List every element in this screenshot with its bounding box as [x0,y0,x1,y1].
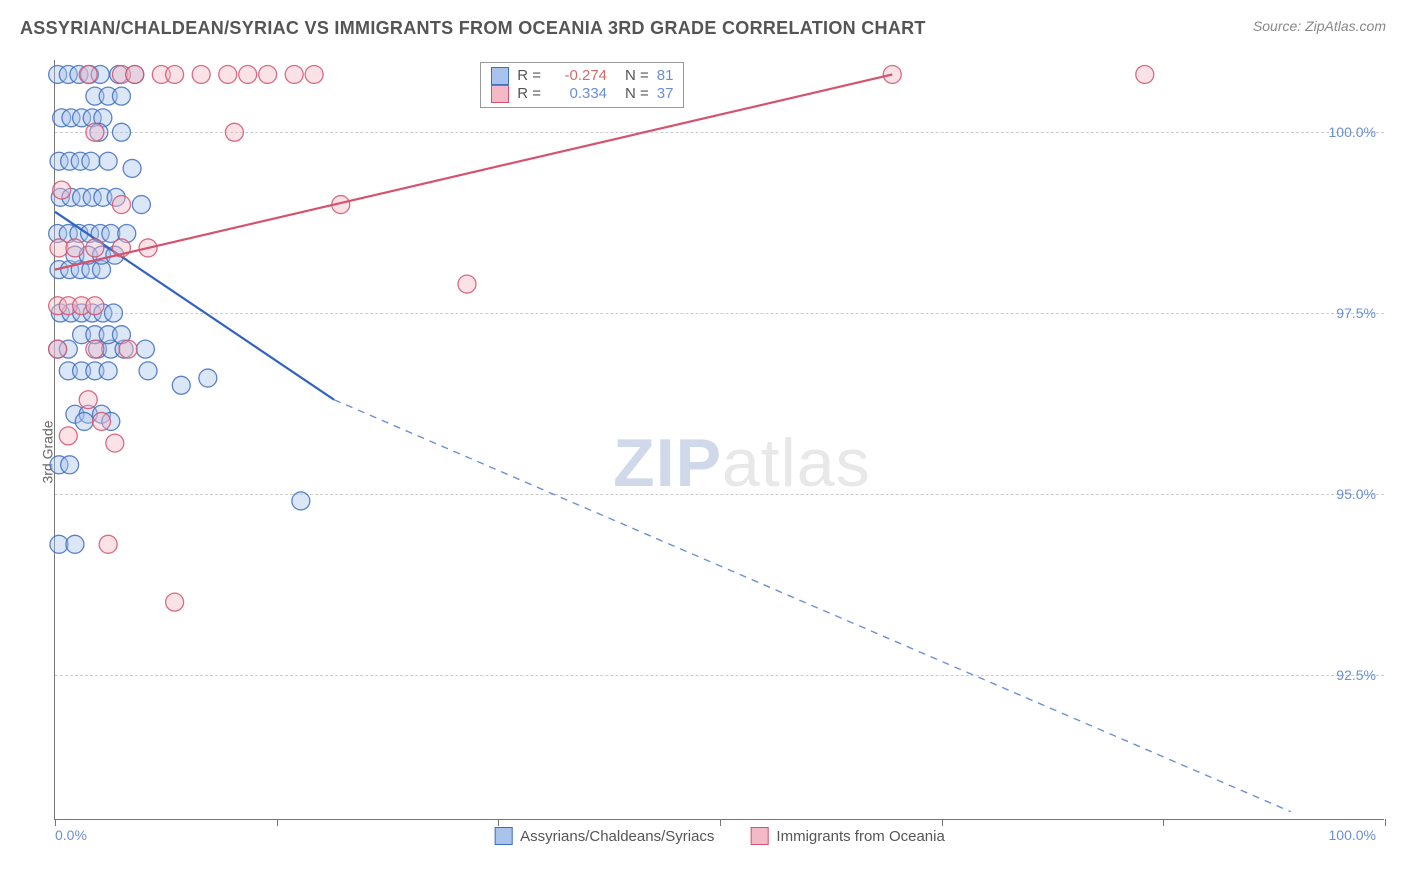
data-point [79,65,97,83]
data-point [50,535,68,553]
data-point [93,412,111,430]
legend-swatch [750,827,768,845]
chart-title: ASSYRIAN/CHALDEAN/SYRIAC VS IMMIGRANTS F… [20,18,926,39]
data-point [192,65,210,83]
x-tick-min: 0.0% [55,827,87,843]
data-point [172,376,190,394]
data-point [75,412,93,430]
data-point [239,65,257,83]
data-point [139,362,157,380]
data-point [86,340,104,358]
data-point [166,65,184,83]
x-tick-max: 100.0% [1329,827,1376,843]
correlation-stats-box: R = -0.274 N = 81 R = 0.334 N = 37 [480,62,684,108]
data-point [112,196,130,214]
chart-container: 3rd Grade ZIPatlas R =-0.274N =81R =0.33… [20,52,1386,852]
legend-item: Assyrians/Chaldeans/Syriacs [494,827,714,845]
data-point [86,297,104,315]
stat-value-N: 81 [657,67,674,84]
legend-item: Immigrants from Oceania [750,827,944,845]
legend-label: Assyrians/Chaldeans/Syriacs [520,828,714,845]
legend-swatch [491,67,509,85]
stat-label-R: R = [517,67,541,84]
x-tick-mark [55,819,56,826]
x-tick-mark [498,819,499,826]
data-point [119,340,137,358]
trend-line [55,74,892,269]
x-tick-mark [942,819,943,826]
legend-swatch [491,85,509,103]
data-point [112,87,130,105]
data-point [49,340,67,358]
legend-swatch [494,827,512,845]
x-tick-mark [1385,819,1386,826]
data-point [59,427,77,445]
data-point [136,340,154,358]
data-point [106,434,124,452]
stat-label-N: N = [625,85,649,102]
data-point [305,65,323,83]
data-point [66,535,84,553]
source-name: ZipAtlas.com [1305,18,1386,34]
data-point [86,239,104,257]
data-point [104,304,122,322]
data-point [132,196,150,214]
data-point [126,65,144,83]
data-point [225,123,243,141]
data-point [285,65,303,83]
data-point [219,65,237,83]
data-point [199,369,217,387]
data-point [292,492,310,510]
data-point [259,65,277,83]
data-point [82,152,100,170]
trend-line-extrapolated [334,400,1291,812]
data-point [99,152,117,170]
stat-value-N: 37 [657,85,674,102]
source-prefix: Source: [1253,18,1305,34]
data-point [79,391,97,409]
data-point [458,275,476,293]
chart-source: Source: ZipAtlas.com [1253,18,1386,34]
x-tick-mark [1163,819,1164,826]
stat-label-N: N = [625,67,649,84]
data-point [86,123,104,141]
stats-row: R = 0.334 N = 37 [491,85,673,103]
data-point [112,123,130,141]
stats-row: R = -0.274 N = 81 [491,67,673,85]
data-point [99,362,117,380]
data-point [166,593,184,611]
plot-area: ZIPatlas R =-0.274N =81R =0.334N =37 0.0… [54,60,1384,820]
data-point [123,159,141,177]
data-point [1136,65,1154,83]
series-legend: Assyrians/Chaldeans/Syriacs Immigrants fr… [494,827,945,845]
scatter-svg [55,60,1384,819]
stat-label-R: R = [517,85,541,102]
x-tick-mark [720,819,721,826]
x-tick-mark [277,819,278,826]
data-point [883,65,901,83]
stat-value-R: -0.274 [549,67,607,84]
data-point [53,181,71,199]
data-point [50,239,68,257]
legend-label: Immigrants from Oceania [776,828,944,845]
data-point [99,535,117,553]
data-point [61,456,79,474]
stat-value-R: 0.334 [549,85,607,102]
data-point [66,239,84,257]
